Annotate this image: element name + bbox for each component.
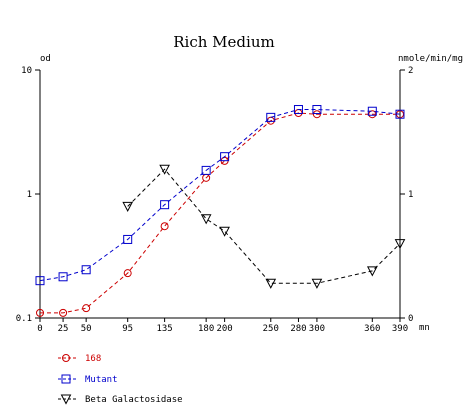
x-tick-label: 180 (198, 324, 214, 334)
data-point (220, 152, 230, 162)
series-3 (122, 164, 406, 289)
series-line (39, 109, 401, 282)
left-tick-label: 10 (21, 66, 32, 76)
series-1 (36, 109, 404, 317)
legend-label: Beta Galactosidase (85, 395, 183, 405)
x-tick-label: 0 (37, 324, 42, 334)
right-axis-label: nmole/min/mg (398, 54, 463, 64)
x-tick-label: 300 (309, 324, 325, 334)
right-tick-label: 1 (408, 190, 413, 200)
legend-label: Mutant (85, 375, 118, 385)
data-point (160, 222, 169, 231)
data-point (159, 164, 170, 175)
series-line (127, 168, 401, 284)
x-tick-label: 200 (216, 324, 232, 334)
x-tick-label: 135 (156, 324, 172, 334)
right-tick-label: 2 (408, 66, 413, 76)
data-point (200, 214, 212, 225)
data-point (312, 110, 321, 119)
data-point (58, 272, 68, 282)
x-tick-label: 360 (364, 324, 380, 334)
series-2 (35, 105, 405, 286)
series-line (40, 112, 400, 314)
data-point (265, 278, 277, 289)
data-point (82, 304, 91, 313)
axes: 0 25 50 95 135 180 200 250 280 300 360 390 0.1 1 10 0 1 2 (16, 66, 414, 334)
data-point (311, 278, 323, 289)
data-point (219, 226, 230, 237)
data-point (123, 269, 132, 278)
data-point (160, 200, 170, 210)
legend-item: Beta Galactosidase (58, 394, 183, 405)
data-point (366, 266, 378, 277)
data-point (81, 265, 91, 275)
data-point (312, 105, 322, 115)
data-point (122, 201, 134, 212)
series-group (35, 105, 406, 317)
chart-title: Rich Medium (173, 33, 274, 51)
legend-item: Mutant (58, 374, 118, 385)
legend-marker (61, 374, 71, 384)
data-point (266, 112, 276, 122)
legend-marker (60, 394, 72, 405)
x-tick-label: 95 (122, 324, 133, 334)
x-tick-label: 390 (392, 324, 408, 334)
data-point (36, 308, 44, 317)
left-axis-label: od (40, 54, 51, 64)
data-point (293, 105, 303, 115)
x-tick-label: 25 (58, 324, 69, 334)
data-point (367, 106, 377, 116)
data-point (395, 109, 405, 119)
data-point (201, 165, 211, 175)
legend: 168 Mutant Beta Galactosidase (58, 354, 183, 405)
legend-item: 168 (58, 354, 101, 364)
left-tick-label: 1 (27, 190, 32, 200)
legend-marker (62, 354, 70, 362)
data-point (123, 234, 133, 244)
data-point (59, 308, 68, 317)
data-point (394, 239, 406, 250)
right-tick-label: 0 (408, 314, 413, 324)
x-unit-label: mn (419, 323, 430, 333)
x-tick-label: 50 (81, 324, 92, 334)
x-tick-label: 280 (290, 324, 306, 334)
data-point (35, 276, 45, 286)
x-tick-label: 250 (263, 324, 279, 334)
legend-label: 168 (85, 354, 101, 364)
left-tick-label: 0.1 (16, 314, 32, 324)
